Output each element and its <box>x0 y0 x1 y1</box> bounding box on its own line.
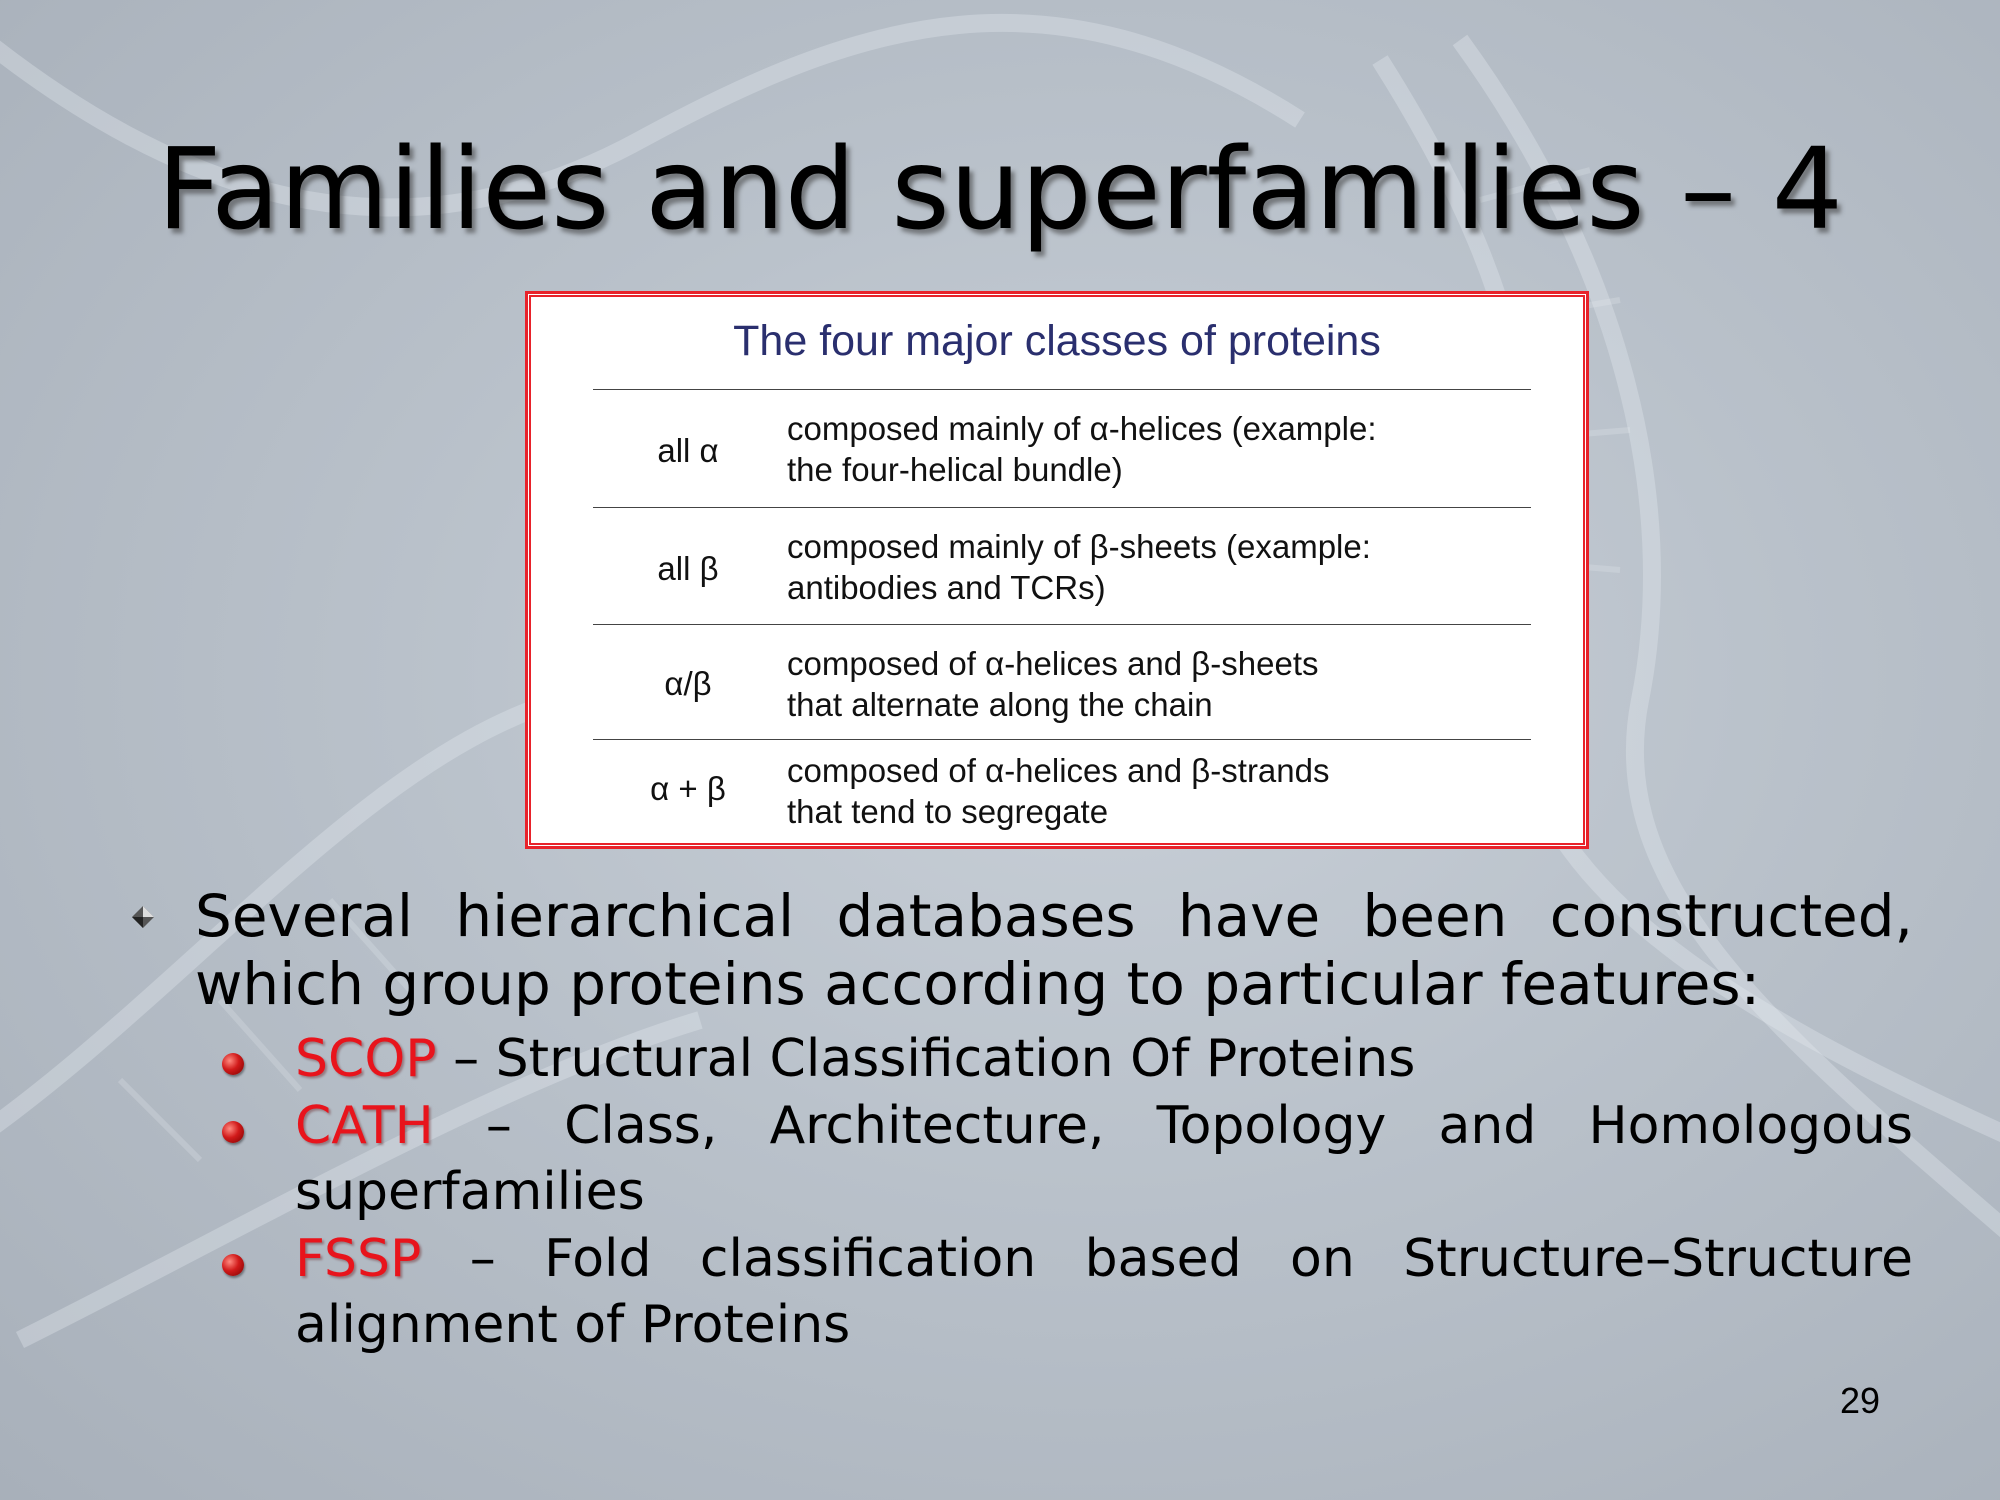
red-bullet-icon <box>222 1121 244 1143</box>
table-row: α/β composed of α-helices and β-sheets t… <box>593 624 1531 740</box>
database-description: – Class, Architecture, Topology and Homo… <box>295 1096 1913 1222</box>
class-description: composed of α-helices and β-strands that… <box>787 750 1527 832</box>
class-description: composed mainly of β-sheets (example: an… <box>787 526 1527 608</box>
class-description: composed of α-helices and β-sheets that … <box>787 643 1527 725</box>
database-acronym: SCOP <box>295 1029 437 1089</box>
page-number: 29 <box>1839 1380 1880 1421</box>
protein-classes-table: The four major classes of proteins all α… <box>525 291 1589 849</box>
class-description: composed mainly of α-helices (example: t… <box>787 408 1527 490</box>
description-line: composed of α-helices and β-strands <box>787 752 1330 789</box>
database-description: – Structural Classification Of Proteins <box>436 1029 1416 1089</box>
table-title: The four major classes of proteins <box>733 317 1381 365</box>
database-item: SCOP – Structural Classification Of Prot… <box>295 1026 1913 1092</box>
class-label: all β <box>657 550 719 587</box>
description-line: composed mainly of β-sheets (example: <box>787 528 1371 565</box>
description-line: antibodies and TCRs) <box>787 569 1106 606</box>
class-label: all α <box>657 432 719 469</box>
red-bullet-icon <box>222 1254 244 1276</box>
slide-title: Families and superfamilies – 4 <box>156 125 1843 255</box>
intro-paragraph: Several hierarchical databases have been… <box>195 882 1913 1018</box>
database-item: CATH – Class, Architecture, Topology and… <box>295 1093 1913 1225</box>
database-acronym: FSSP <box>295 1229 422 1289</box>
table-row: all β composed mainly of β-sheets (examp… <box>593 507 1531 625</box>
description-line: composed of α-helices and β-sheets <box>787 645 1319 682</box>
database-item: FSSP – Fold classification based on Stru… <box>295 1226 1913 1358</box>
class-label: α + β <box>650 770 726 807</box>
diamond-bullet-icon <box>132 906 154 928</box>
database-acronym: CATH <box>295 1096 434 1156</box>
database-description: – Fold classification based on Structure… <box>295 1229 1913 1355</box>
description-line: that alternate along the chain <box>787 686 1213 723</box>
red-bullet-icon <box>222 1053 244 1075</box>
class-label: α/β <box>664 665 712 702</box>
table-row: α + β composed of α-helices and β-strand… <box>593 739 1531 845</box>
table-row: all α composed mainly of α-helices (exam… <box>593 389 1531 508</box>
description-line: composed mainly of α-helices (example: <box>787 410 1377 447</box>
description-line: the four-helical bundle) <box>787 451 1123 488</box>
description-line: that tend to segregate <box>787 793 1109 830</box>
